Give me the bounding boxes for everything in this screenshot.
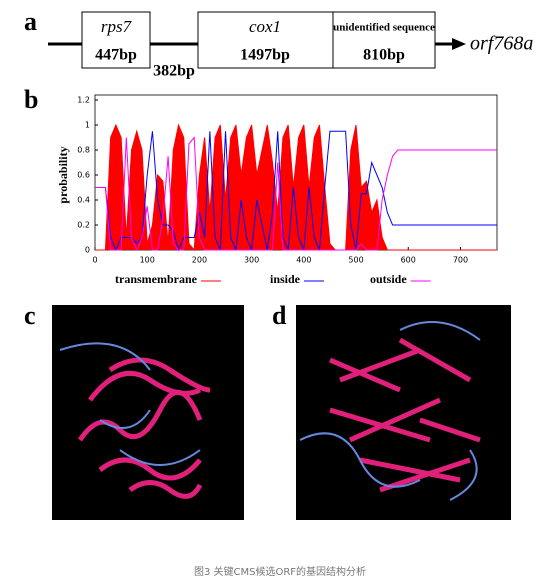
y-tick-label: 0.8: [77, 146, 90, 155]
helix-drawing: [329, 337, 481, 493]
gene-box: [81, 11, 151, 69]
x-tick-label: 500: [348, 256, 363, 265]
y-tick-label: 0.6: [77, 171, 90, 180]
series-line: [95, 136, 497, 252]
y-axis-label: probability: [56, 146, 70, 203]
x-tick-label: 400: [296, 256, 311, 265]
y-tick-label: 1.2: [77, 96, 90, 105]
legend-label: transmembrane: [115, 272, 198, 286]
series-line: [95, 123, 497, 252]
y-tick-label: 0: [85, 246, 90, 255]
panel-label: b: [24, 85, 38, 114]
gene-length: 447bp: [95, 47, 137, 64]
gene-length: 1497bp: [240, 47, 290, 64]
orf-name: orf768a: [470, 33, 533, 55]
y-tick-label: 1: [85, 121, 90, 130]
caption: 图3 关键CMS候选ORF的基因结构分析: [194, 565, 366, 578]
y-tick-label: 0.4: [77, 196, 90, 205]
panel-label: d: [272, 301, 287, 330]
probability-plot: 0 0.2 0.4 0.6 0.8 1 1.2 0 100 200 300 400 500 600 700 p…: [56, 94, 498, 286]
x-tick-label: 0: [92, 256, 97, 265]
legend-label: outside: [370, 272, 407, 286]
y-tick-label: 0.2: [77, 221, 90, 230]
panel-label: c: [24, 301, 36, 330]
loop-drawing: [59, 342, 201, 466]
gene-box: [332, 11, 436, 69]
gene-box: [197, 11, 334, 69]
x-tick-label: 600: [401, 256, 416, 265]
series-line: [95, 130, 497, 252]
x-tick-label: 100: [140, 256, 155, 265]
arrow-head: [452, 38, 466, 50]
loop-drawing: [299, 321, 481, 501]
panel-label: a: [24, 7, 37, 36]
gene-name: cox1: [249, 17, 281, 36]
gene-name: rps7: [101, 17, 133, 36]
gene-length: 810bp: [363, 47, 405, 64]
spacer-length: 382bp: [153, 63, 195, 80]
gene-name: unidentified sequence: [333, 22, 435, 34]
structure-image: [296, 305, 511, 520]
x-tick-label: 700: [453, 256, 468, 265]
x-tick-label: 200: [192, 256, 207, 265]
helix-drawing: [77, 357, 211, 499]
x-tick-label: 300: [244, 256, 259, 265]
legend-label: inside: [270, 272, 301, 286]
